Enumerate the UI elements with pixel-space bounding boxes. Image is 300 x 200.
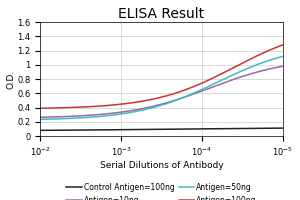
Control Antigen=100ng [68,129,71,131]
Control Antigen=100ng [38,129,42,132]
Antigen=10ng [191,93,194,95]
Legend: Control Antigen=100ng, Antigen=10ng, Antigen=50ng, Antigen=100ng: Control Antigen=100ng, Antigen=10ng, Ant… [66,183,256,200]
Antigen=100ng [191,86,194,88]
Antigen=100ng [118,103,121,106]
Antigen=10ng [214,84,218,87]
Antigen=50ng [281,55,284,58]
Antigen=10ng [68,115,71,118]
Y-axis label: O.D.: O.D. [7,69,16,89]
Antigen=10ng [134,109,138,111]
Line: Control Antigen=100ng: Control Antigen=100ng [40,128,283,130]
Antigen=100ng [68,106,71,109]
Antigen=100ng [213,76,217,78]
Antigen=50ng [68,117,71,120]
Control Antigen=100ng [118,128,121,131]
X-axis label: Serial Dilutions of Antibody: Serial Dilutions of Antibody [100,161,223,170]
Antigen=100ng [214,75,218,78]
Control Antigen=100ng [213,127,217,130]
Title: ELISA Result: ELISA Result [118,7,205,21]
Antigen=10ng [213,85,217,87]
Antigen=100ng [281,44,284,46]
Control Antigen=100ng [134,128,138,131]
Antigen=100ng [38,107,42,109]
Antigen=10ng [118,111,121,114]
Control Antigen=100ng [281,127,284,129]
Antigen=100ng [134,101,138,103]
Antigen=50ng [118,113,121,115]
Line: Antigen=50ng: Antigen=50ng [40,56,283,119]
Antigen=50ng [134,110,138,113]
Antigen=50ng [213,82,217,84]
Antigen=50ng [191,92,194,95]
Antigen=10ng [38,116,42,119]
Line: Antigen=10ng: Antigen=10ng [40,66,283,117]
Control Antigen=100ng [214,127,218,130]
Antigen=50ng [38,118,42,121]
Antigen=50ng [214,81,218,84]
Antigen=10ng [281,65,284,67]
Line: Antigen=100ng: Antigen=100ng [40,45,283,108]
Control Antigen=100ng [191,128,194,130]
